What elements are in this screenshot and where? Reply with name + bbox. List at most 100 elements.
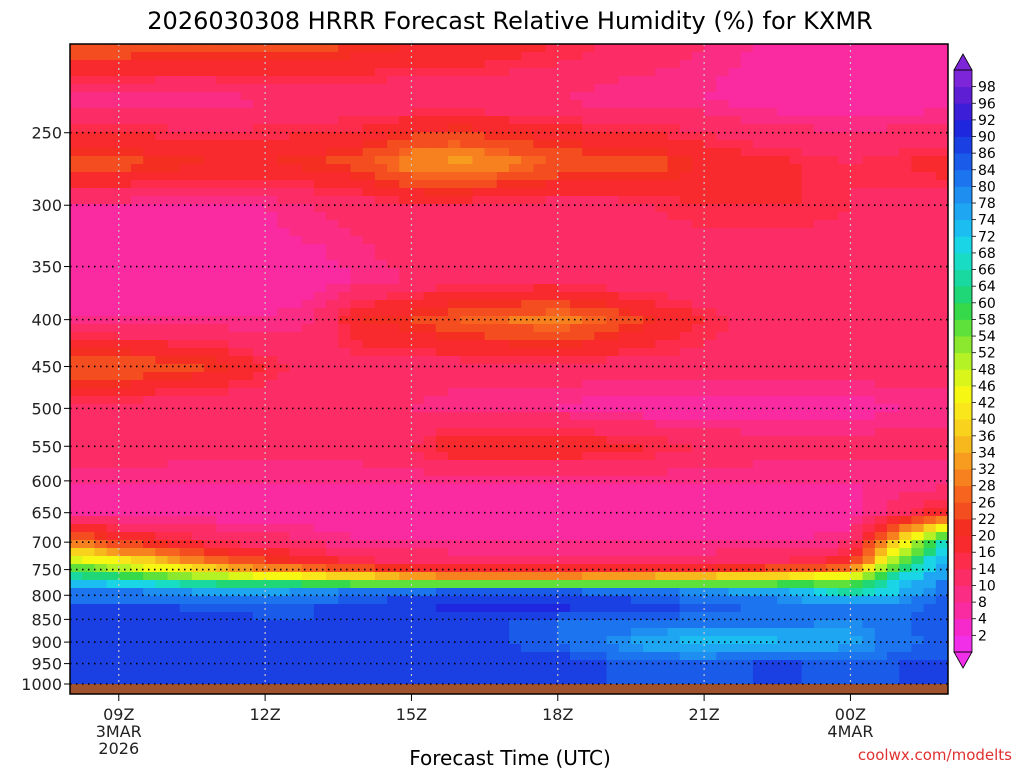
heatmap-cell [94,388,108,397]
heatmap-cell [618,476,632,485]
heatmap-cell [216,196,230,205]
heatmap-cell [70,236,83,245]
heatmap-cell [606,660,620,669]
heatmap-cell [277,164,291,173]
heatmap-cell [752,636,766,645]
heatmap-cell [643,244,656,253]
heatmap-cell [265,324,278,333]
heatmap-cell [496,372,510,381]
heatmap-cell [326,380,339,389]
heatmap-cell [94,156,108,165]
heatmap-cell [716,84,730,93]
heatmap-cell [606,460,620,469]
heatmap-cell [704,612,717,621]
heatmap-cell [70,180,83,189]
heatmap-cell [667,100,681,109]
heatmap-cell [70,484,83,493]
heatmap-cell [374,356,388,365]
heatmap-cell [265,68,278,77]
heatmap-cell [289,452,303,461]
heatmap-cell [338,548,352,557]
heatmap-cell [691,68,705,77]
heatmap-cell [350,588,364,597]
heatmap-cell [399,76,413,85]
heatmap-cell [70,652,83,661]
heatmap-cell [533,476,547,485]
heatmap-cell [716,324,730,333]
heatmap-cell [594,100,608,109]
heatmap-cell [94,84,108,93]
heatmap-cell [94,236,108,245]
heatmap-cell [728,228,742,237]
heatmap-cell [191,420,205,429]
heatmap-cell [533,636,547,645]
heatmap-cell [240,76,254,85]
heatmap-cell [216,380,230,389]
heatmap-cell [411,476,425,485]
heatmap-cell [557,148,571,157]
heatmap-cell [740,124,754,133]
heatmap-cell [448,188,461,197]
heatmap-cell [496,492,510,501]
heatmap-cell [313,356,327,365]
heatmap-cell [643,228,656,237]
heatmap-cell [533,644,547,653]
heatmap-cell [362,364,376,373]
heatmap-cell [155,612,169,621]
heatmap-cell [606,580,620,589]
heatmap-cell [313,532,327,541]
heatmap-cell [655,420,669,429]
heatmap-cell [448,596,461,605]
heatmap-cell [704,268,717,277]
heatmap-cell [606,484,620,493]
heatmap-cell [191,380,205,389]
heatmap-cell [777,52,791,61]
heatmap-cell [277,244,291,253]
heatmap-cell [374,444,388,453]
heatmap-cell [216,676,230,684]
heatmap-cell [179,372,193,381]
heatmap-cell [252,340,266,349]
heatmap-cell [143,572,156,581]
heatmap-cell [655,548,669,557]
heatmap-cell [82,388,95,397]
heatmap-cell [82,276,95,285]
heatmap-cell [216,100,230,109]
heatmap-cell [435,220,449,229]
heatmap-cell [326,196,339,205]
heatmap-cell [191,180,205,189]
heatmap-cell [155,60,169,69]
heatmap-cell [679,260,693,269]
heatmap-cell [801,108,815,117]
heatmap-cell [106,540,120,549]
heatmap-cell [70,244,83,253]
heatmap-cell [679,228,693,237]
heatmap-cell [289,380,303,389]
heatmap-cell [387,84,400,93]
heatmap-cell [704,668,717,677]
heatmap-cell [496,604,510,613]
heatmap-cell [667,356,681,365]
heatmap-cell [752,60,766,69]
heatmap-cell [204,300,217,309]
heatmap-cell [496,164,510,173]
heatmap-cell [167,204,181,213]
heatmap-cell [448,420,461,429]
heatmap-cell [118,284,132,293]
heatmap-cell [472,524,486,533]
heatmap-cell [204,196,217,205]
heatmap-cell [411,532,425,541]
heatmap-cell [301,556,315,565]
heatmap-cell [82,412,95,421]
heatmap-cell [569,188,583,197]
heatmap-cell [423,188,437,197]
heatmap-cell [179,180,193,189]
heatmap-cell [313,252,327,261]
heatmap-cell [362,284,376,293]
heatmap-cell [594,84,608,93]
heatmap-cell [399,484,413,493]
heatmap-cell [630,116,644,125]
heatmap-cell [777,300,791,309]
heatmap-cell [106,564,120,573]
heatmap-cell [606,60,620,69]
